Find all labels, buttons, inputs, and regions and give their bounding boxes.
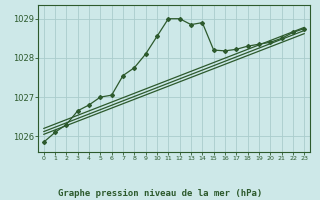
Text: Graphe pression niveau de la mer (hPa): Graphe pression niveau de la mer (hPa) (58, 189, 262, 198)
